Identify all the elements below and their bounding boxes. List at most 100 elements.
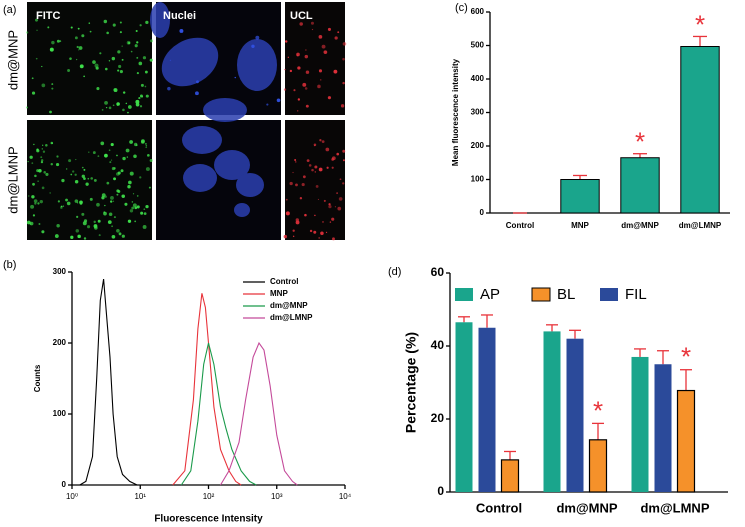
dot xyxy=(329,221,332,223)
dot xyxy=(104,153,108,158)
bar xyxy=(560,179,600,214)
dot xyxy=(302,175,306,179)
dot xyxy=(104,204,106,207)
y-tick-label: 0 xyxy=(480,208,485,217)
dot xyxy=(334,206,337,208)
dot xyxy=(132,193,135,195)
dot xyxy=(86,225,91,229)
dot xyxy=(126,156,129,158)
dot xyxy=(87,177,90,180)
dot xyxy=(340,104,345,108)
dot xyxy=(121,194,125,198)
dot xyxy=(119,70,123,74)
dot xyxy=(50,162,53,166)
dot xyxy=(98,234,101,237)
dot xyxy=(41,83,46,88)
dot xyxy=(139,94,143,98)
bar xyxy=(676,389,696,493)
dot xyxy=(112,200,115,202)
legend-label: MNP xyxy=(270,289,288,298)
panel-label: (c) xyxy=(455,2,468,14)
dot xyxy=(342,149,346,153)
dot xyxy=(334,36,338,40)
histogram-line xyxy=(172,293,242,486)
x-tick-label: 10¹ xyxy=(134,492,146,501)
dot xyxy=(143,212,147,216)
dot xyxy=(314,171,317,173)
dot xyxy=(113,88,117,92)
dot xyxy=(138,97,141,100)
fluorescence-dots xyxy=(26,18,347,241)
image-panel: (a) FITC Nuclei UCL dm@MNP dm@LMNP xyxy=(3,2,347,241)
dot xyxy=(70,26,73,29)
dot xyxy=(110,142,114,147)
dot xyxy=(318,167,323,172)
dot xyxy=(299,22,303,26)
dot xyxy=(65,198,68,202)
dot xyxy=(42,144,44,146)
dot xyxy=(305,49,307,51)
dot xyxy=(88,151,90,153)
dot xyxy=(90,177,94,180)
dot xyxy=(134,44,138,48)
dot xyxy=(85,182,89,186)
dot xyxy=(75,229,80,233)
dot xyxy=(31,91,36,95)
dot xyxy=(42,150,46,153)
panel-label: (a) xyxy=(3,4,16,16)
dot xyxy=(142,56,147,60)
dot xyxy=(29,155,33,159)
dot xyxy=(78,49,80,51)
dot xyxy=(105,106,108,109)
dot xyxy=(311,28,314,31)
dot xyxy=(124,202,128,206)
dot xyxy=(136,205,140,209)
dot xyxy=(54,234,59,238)
significance-marker: * xyxy=(635,127,645,157)
dot xyxy=(38,223,41,226)
dot xyxy=(195,91,199,96)
bar xyxy=(543,331,561,492)
dot xyxy=(129,209,134,213)
x-axis-label: Fluorescence Intensity xyxy=(154,514,263,525)
dot xyxy=(130,50,133,53)
legend-label: FIL xyxy=(625,286,647,303)
dot xyxy=(143,208,146,210)
dot xyxy=(116,102,120,106)
dot xyxy=(40,161,44,164)
dot xyxy=(289,69,293,73)
dot xyxy=(107,220,112,224)
dot xyxy=(35,57,38,60)
dot xyxy=(339,178,342,181)
dot xyxy=(62,205,65,207)
dot xyxy=(135,102,140,107)
dot xyxy=(327,96,332,100)
dot xyxy=(51,142,54,145)
dot xyxy=(57,200,60,203)
bar xyxy=(631,356,649,492)
dot xyxy=(96,202,100,207)
legend-label: AP xyxy=(480,286,500,303)
dot xyxy=(132,203,137,208)
dot xyxy=(49,192,51,194)
dot xyxy=(342,81,345,85)
dot xyxy=(317,198,320,201)
dot xyxy=(101,196,105,200)
dot xyxy=(308,164,312,167)
dot xyxy=(301,182,305,187)
dot xyxy=(321,140,325,144)
dot xyxy=(31,195,35,199)
x-tick-label: MNP xyxy=(571,221,589,230)
dot xyxy=(326,166,329,169)
dot xyxy=(305,70,310,74)
dot xyxy=(104,100,108,105)
dot xyxy=(41,65,43,68)
dot xyxy=(74,173,77,176)
dot xyxy=(289,181,293,186)
dot xyxy=(135,144,138,147)
dot xyxy=(342,182,345,185)
y-tick-label: 400 xyxy=(471,74,485,83)
bar xyxy=(566,338,584,492)
dot xyxy=(38,168,42,173)
